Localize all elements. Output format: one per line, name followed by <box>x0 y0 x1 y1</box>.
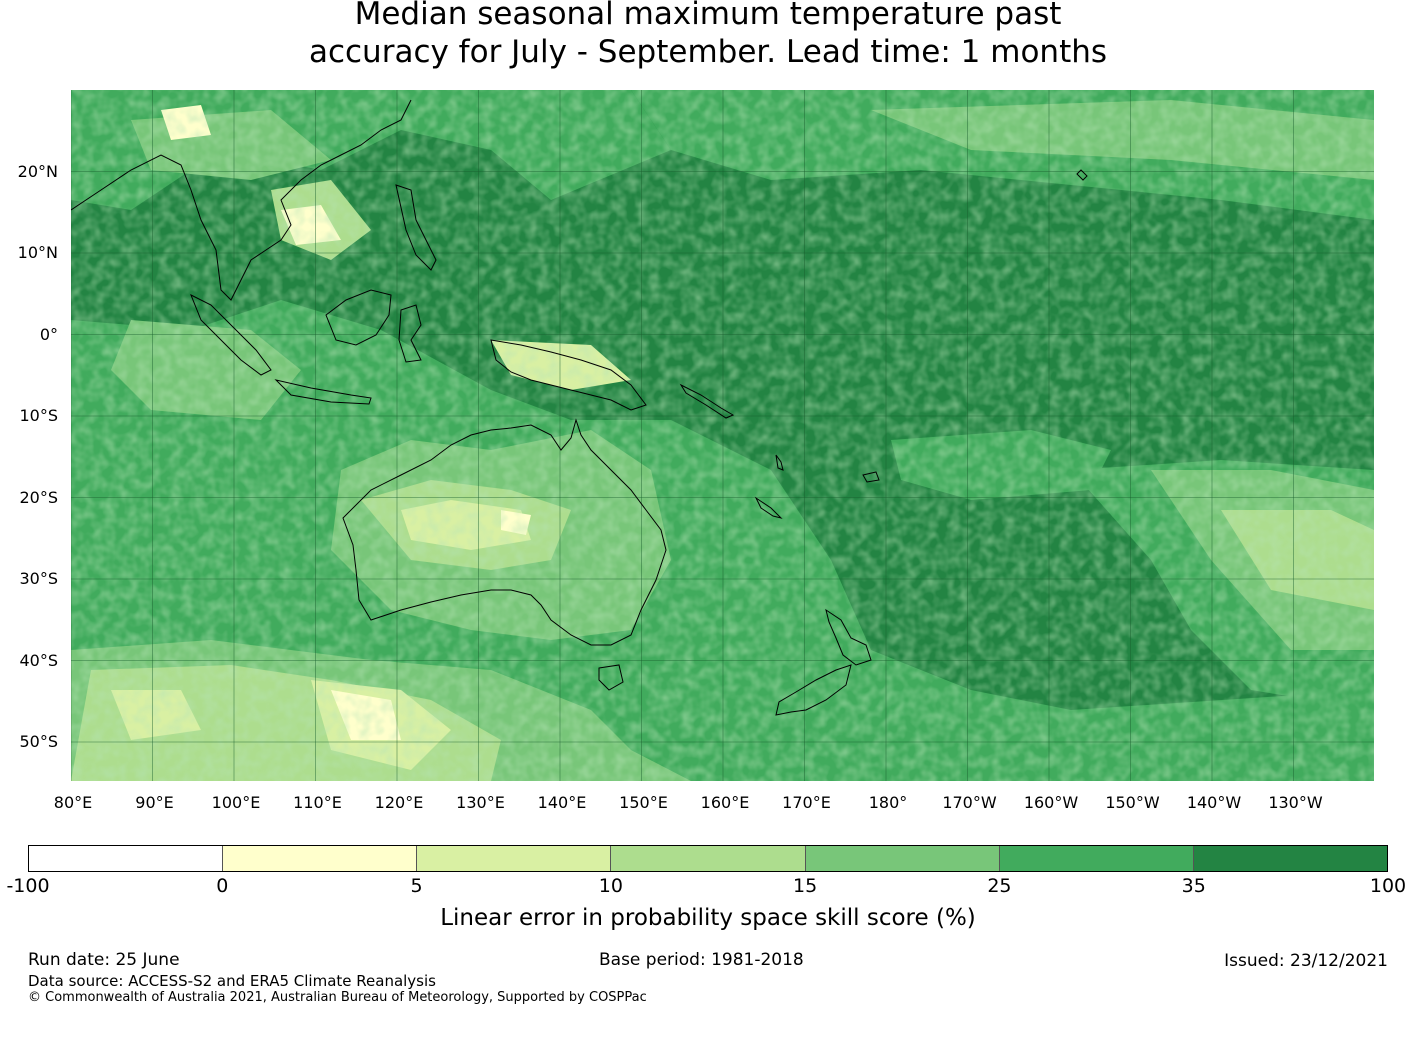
latitude-label: 10°N <box>17 243 58 262</box>
coastline-solomons <box>679 383 735 419</box>
run-date: Run date: 25 June <box>28 950 180 970</box>
colorbar-tick-label: 15 <box>793 875 818 897</box>
longitude-label: 130°E <box>456 793 505 812</box>
longitude-label: 170°E <box>782 793 831 812</box>
coastline-borneo <box>325 289 392 346</box>
longitude-label: 120°E <box>374 793 424 812</box>
longitude-label: 110°E <box>293 793 342 812</box>
coastline-sumatra <box>190 293 272 376</box>
coastline-tasmania <box>598 664 624 691</box>
longitude-label: 90°E <box>135 793 174 812</box>
skill-score-map <box>71 90 1374 781</box>
coastline-vanuatu <box>775 454 784 471</box>
map-title-line-2: accuracy for July - September. Lead time… <box>308 34 1108 70</box>
coastline-new-caledonia <box>754 496 783 519</box>
coastline-new-guinea <box>490 339 647 411</box>
coastlines <box>71 99 1088 716</box>
colorbar-tick-label: 10 <box>598 875 623 897</box>
colorbar-segment-5 <box>999 846 1194 871</box>
longitude-label: 150°W <box>1105 793 1160 812</box>
colorbar-segment-3 <box>611 846 806 871</box>
colorbar-segment-4 <box>805 846 1000 871</box>
longitude-label: 160°W <box>1023 793 1079 812</box>
coastline-hawaii <box>1076 169 1088 181</box>
latitude-label: 20°S <box>19 487 58 507</box>
coastline-new-zealand-north <box>825 608 872 666</box>
longitude-label: 130°W <box>1268 793 1323 812</box>
colorbar-segment-0 <box>29 846 224 871</box>
map-canvas <box>71 90 1374 781</box>
longitude-label: 150°E <box>619 793 668 812</box>
longitude-label: 140°E <box>537 793 587 812</box>
skill-field-texture <box>71 90 1374 781</box>
latitude-label: 10°S <box>19 406 58 425</box>
longitude-label: 100°E <box>211 793 261 812</box>
latitude-label: 50°S <box>19 732 58 751</box>
coastline-java <box>274 379 372 405</box>
colorbar-tick-label: -100 <box>6 875 50 897</box>
coastline-sulawesi <box>398 304 422 363</box>
colorbar-segment-1 <box>223 846 418 871</box>
longitude-label: 80°E <box>53 793 93 812</box>
coastline-australia <box>342 418 667 646</box>
base-period: Base period: 1981-2018 <box>599 950 804 970</box>
colorbar-segment-2 <box>417 846 612 871</box>
colorbar-tick-label: 100 <box>1369 875 1407 897</box>
coastline-fiji <box>862 471 880 483</box>
colorbar-label: Linear error in probability space skill … <box>440 905 976 931</box>
copyright: © Commonwealth of Australia 2021, Austra… <box>28 990 647 1005</box>
data-source: Data source: ACCESS-S2 and ERA5 Climate … <box>28 972 436 990</box>
coastline-philippines <box>395 184 437 271</box>
issued-date: Issued: 23/12/2021 <box>1224 951 1388 971</box>
latitude-label: 0° <box>39 324 58 344</box>
colorbar-tick-label: 35 <box>1181 875 1206 897</box>
latitude-label: 30°S <box>19 569 58 588</box>
map-title-line-1: Median seasonal maximum temperature past <box>354 0 1062 32</box>
coastline-asia-mainland <box>71 99 412 301</box>
longitude-label: 140°W <box>1186 793 1242 812</box>
longitude-label: 160°E <box>700 793 750 812</box>
colorbar-segment-6 <box>1193 846 1387 871</box>
coastline-new-zealand-south <box>775 664 852 716</box>
colorbar <box>28 845 1388 872</box>
colorbar-tick-label: 0 <box>216 875 229 897</box>
colorbar-tick-label: 5 <box>410 875 423 897</box>
latitude-label: 20°N <box>17 161 58 181</box>
colorbar-tick-label: 25 <box>987 875 1012 897</box>
latitude-label: 40°S <box>19 650 58 670</box>
longitude-label: 180° <box>868 793 908 812</box>
longitude-label: 170°W <box>942 793 997 812</box>
